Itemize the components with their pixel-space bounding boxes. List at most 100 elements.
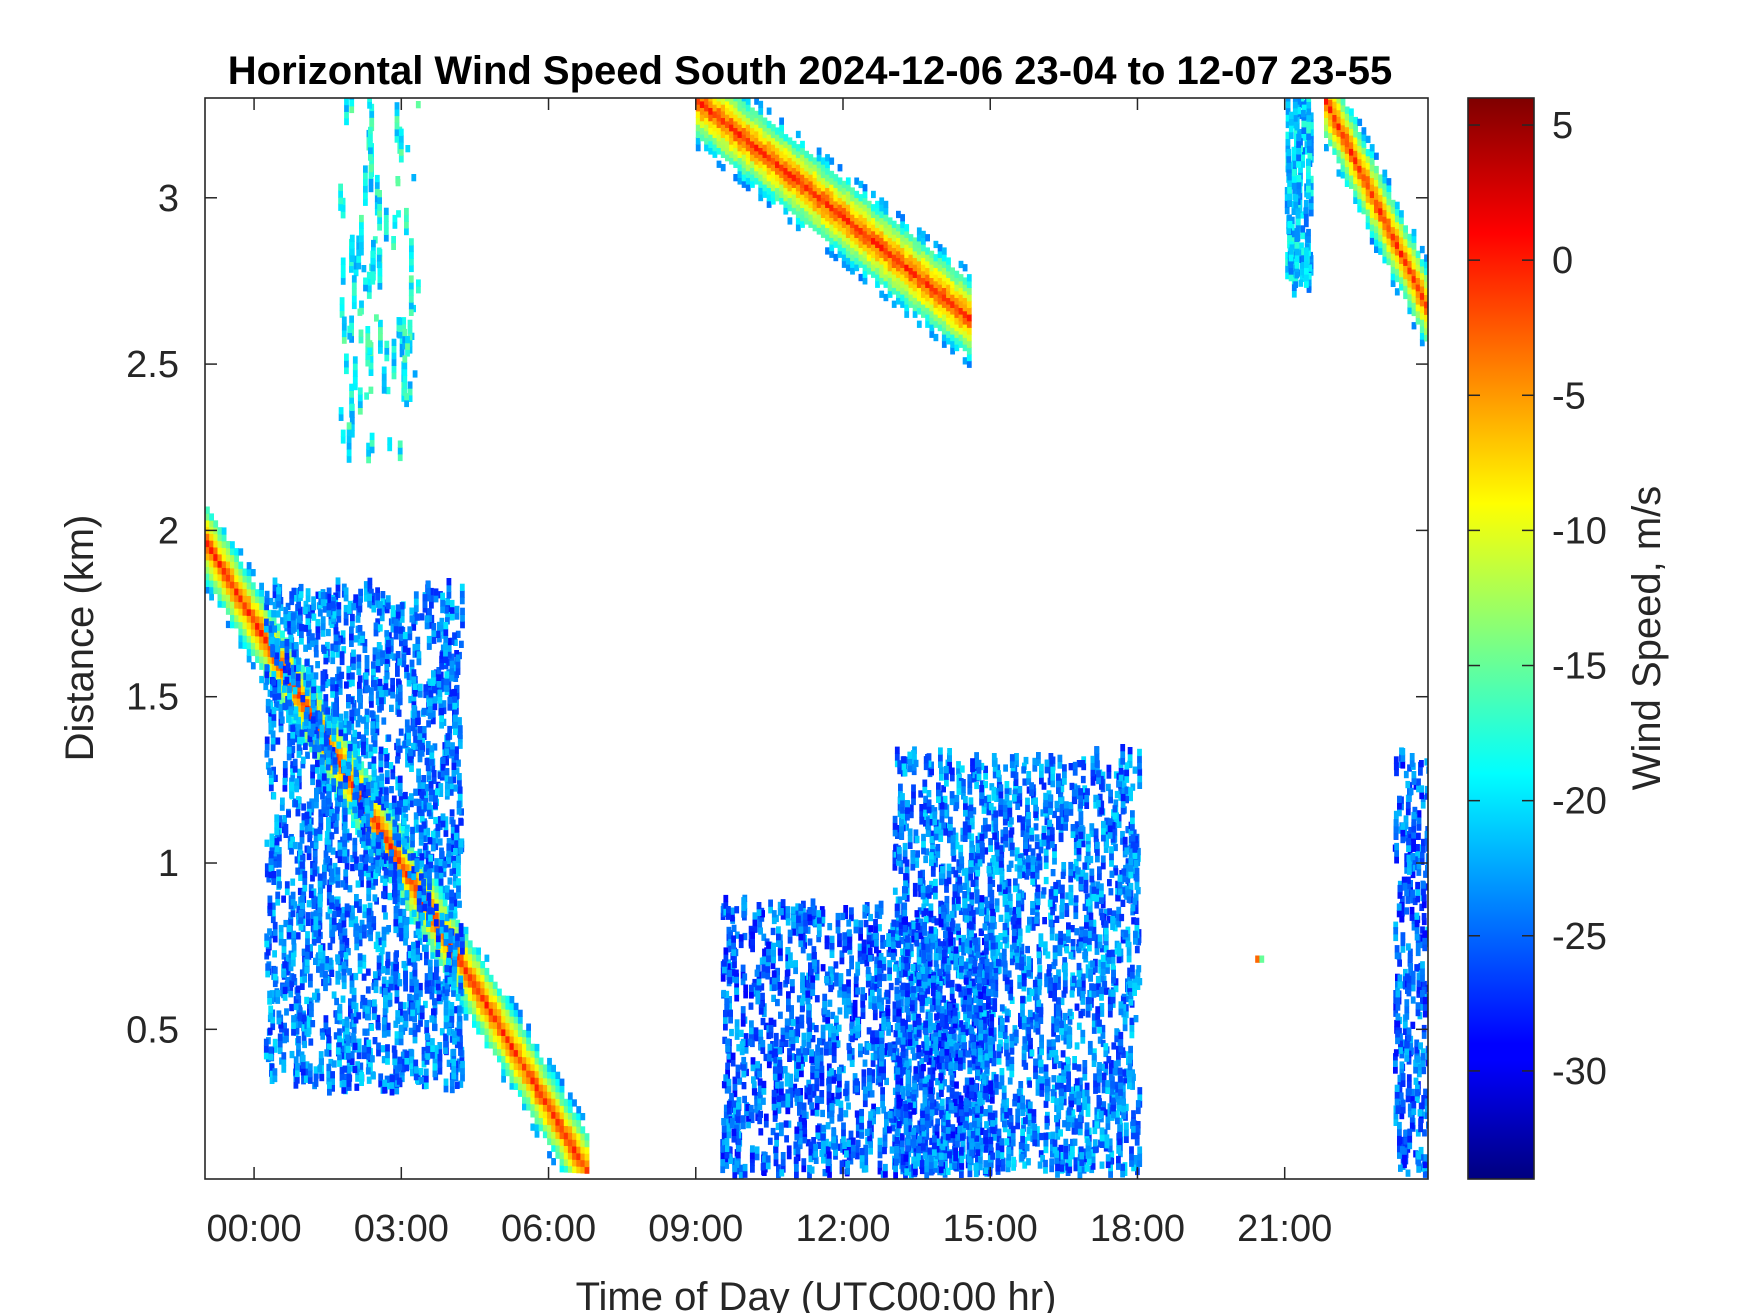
scatter-cell — [383, 987, 388, 996]
band-cell — [904, 237, 910, 245]
scatter-cell — [306, 1027, 312, 1035]
band-cell — [1407, 233, 1413, 242]
scatter-cell — [360, 827, 366, 835]
scatter-cell — [326, 1027, 331, 1035]
band-cell — [522, 1096, 527, 1104]
scatter-cell — [280, 797, 285, 805]
scatter-cell — [371, 839, 377, 847]
scatter-cell — [454, 824, 460, 832]
scatter-cell — [396, 929, 402, 938]
scatter-cell — [293, 1002, 299, 1011]
band-cell — [484, 1041, 490, 1049]
scatter-cell — [278, 938, 284, 946]
band-cell — [725, 127, 730, 135]
scatter-cell — [346, 1079, 352, 1087]
scatter-cell — [388, 651, 394, 659]
band-cell — [463, 926, 469, 935]
scatter-cell — [347, 600, 353, 609]
band-cell — [858, 200, 864, 208]
band-cell — [699, 100, 705, 108]
scatter-cell — [411, 853, 416, 861]
scatter-cell — [272, 950, 277, 958]
band-cell — [1424, 314, 1428, 322]
band-cell — [1386, 191, 1392, 199]
scatter-cell — [397, 680, 402, 688]
band-cell — [384, 842, 390, 850]
scatter-cell — [346, 768, 351, 776]
band-cell — [388, 809, 394, 817]
band-cell — [841, 240, 847, 248]
band-cell — [413, 877, 419, 885]
band-cell — [547, 1117, 552, 1126]
band-cell — [733, 140, 739, 148]
band-cell — [359, 761, 365, 769]
scatter-cell — [356, 762, 362, 771]
band-cell — [234, 581, 239, 589]
scatter-cell — [331, 784, 336, 793]
scatter-cell — [392, 896, 398, 904]
scatter-cell — [453, 721, 458, 729]
band-cell — [255, 629, 260, 637]
band-cell — [862, 224, 868, 232]
scatter-cell — [334, 1010, 340, 1018]
band-cell — [567, 1105, 573, 1113]
band-cell — [812, 197, 818, 205]
band-cell — [534, 1123, 540, 1132]
scatter-cell — [284, 656, 290, 664]
band-cell — [1403, 258, 1408, 266]
band-cell — [534, 1130, 540, 1138]
scatter-cell — [437, 838, 443, 846]
scatter-cell — [443, 628, 449, 636]
band-cell — [1374, 239, 1379, 247]
band-cell — [242, 588, 248, 596]
scatter-cell — [333, 903, 339, 911]
band-cell — [1394, 288, 1400, 296]
scatter-cell — [393, 618, 399, 627]
band-cell — [933, 300, 939, 308]
scatter-cell — [420, 912, 425, 921]
scatter-cell — [309, 1003, 314, 1011]
scatter-cell — [263, 1038, 269, 1046]
band-cell — [858, 240, 864, 248]
band-cell — [825, 207, 830, 215]
scatter-cell — [326, 844, 332, 852]
scatter-cell — [340, 636, 346, 645]
scatter-cell — [313, 957, 318, 965]
band-cell — [234, 568, 239, 576]
band-cell — [225, 567, 231, 575]
band-cell — [816, 200, 822, 208]
scatter-cell — [460, 947, 465, 955]
scatter-cell — [297, 1020, 303, 1028]
band-cell — [263, 656, 269, 664]
scatter-cell — [422, 849, 428, 857]
scatter-cell — [392, 875, 397, 883]
scatter-cell — [265, 970, 271, 978]
band-cell — [795, 204, 801, 212]
scatter-cell — [330, 1084, 335, 1092]
band-cell — [488, 1034, 494, 1042]
band-cell — [1390, 259, 1396, 267]
band-cell — [517, 1089, 523, 1097]
scatter-cell — [290, 626, 296, 634]
scatter-cell — [398, 1001, 403, 1009]
scatter-cell — [435, 949, 441, 957]
scatter-cell — [316, 929, 322, 937]
band-cell — [492, 981, 498, 989]
scatter-cell — [375, 592, 381, 601]
scatter-cell — [270, 1016, 276, 1024]
scatter-cell — [332, 767, 338, 775]
band-cell — [962, 297, 968, 305]
scatter-cell — [307, 734, 313, 743]
band-cell — [542, 1104, 548, 1112]
band-cell — [733, 120, 739, 128]
scatter-cell — [373, 878, 378, 886]
scatter-cell — [317, 906, 323, 914]
scatter-cell — [379, 780, 385, 788]
scatter-cell — [366, 826, 372, 834]
band-cell — [209, 513, 214, 521]
band-cell — [758, 140, 764, 148]
band-cell — [829, 217, 835, 225]
scatter-cell — [391, 609, 397, 618]
band-cell — [538, 1110, 544, 1118]
scatter-cell — [374, 714, 380, 722]
